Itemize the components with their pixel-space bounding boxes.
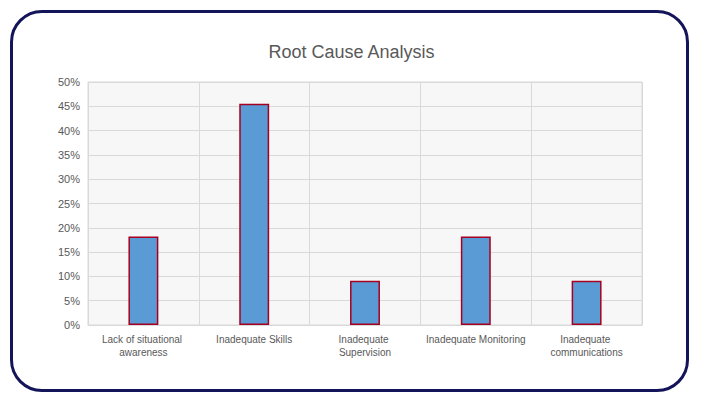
svg-text:Root Cause Analysis: Root Cause Analysis: [268, 42, 434, 62]
svg-text:0%: 0%: [64, 319, 80, 331]
svg-text:communications: communications: [550, 347, 622, 358]
svg-text:Lack of situational: Lack of situational: [102, 334, 185, 345]
svg-text:45%: 45%: [58, 100, 80, 112]
svg-text:20%: 20%: [58, 222, 80, 234]
svg-text:awareness: awareness: [119, 347, 167, 358]
svg-text:10%: 10%: [58, 270, 80, 282]
svg-text:25%: 25%: [58, 198, 80, 210]
svg-text:35%: 35%: [58, 149, 80, 161]
svg-text:15%: 15%: [58, 246, 80, 258]
svg-text:5%: 5%: [64, 295, 80, 307]
svg-text:Inadequate Monitoring: Inadequate Monitoring: [426, 334, 526, 345]
svg-text:Inadequate: Inadequate: [560, 334, 613, 345]
svg-text:40%: 40%: [58, 125, 80, 137]
svg-text:Supervision: Supervision: [339, 347, 391, 358]
svg-text:Inadequate: Inadequate: [339, 334, 392, 345]
svg-text:50%: 50%: [58, 76, 80, 88]
svg-text:Inadequate Skills: Inadequate Skills: [216, 334, 292, 345]
svg-text:30%: 30%: [58, 173, 80, 185]
